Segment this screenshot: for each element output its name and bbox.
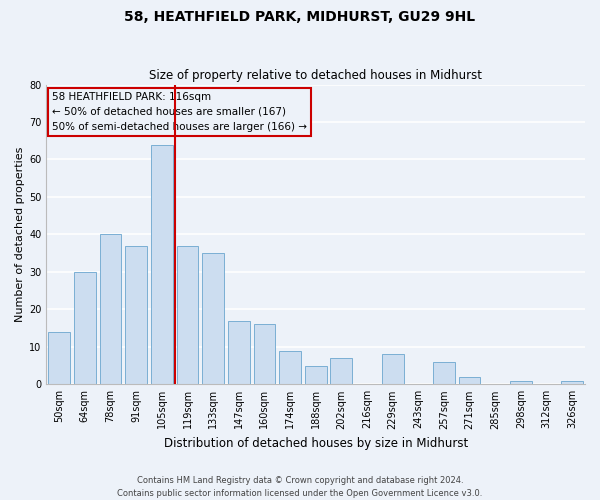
Bar [458, 377, 481, 384]
Bar [74, 272, 96, 384]
Title: Size of property relative to detached houses in Midhurst: Size of property relative to detached ho… [149, 69, 482, 82]
Text: 58, HEATHFIELD PARK, MIDHURST, GU29 9HL: 58, HEATHFIELD PARK, MIDHURST, GU29 9HL [124, 10, 476, 24]
Bar [176, 246, 199, 384]
Bar [151, 144, 173, 384]
Bar [279, 350, 301, 384]
Bar [561, 380, 583, 384]
Bar [382, 354, 404, 384]
Y-axis label: Number of detached properties: Number of detached properties [15, 146, 25, 322]
Text: 58 HEATHFIELD PARK: 116sqm
← 50% of detached houses are smaller (167)
50% of sem: 58 HEATHFIELD PARK: 116sqm ← 50% of deta… [52, 92, 307, 132]
Bar [49, 332, 70, 384]
Bar [510, 380, 532, 384]
Bar [331, 358, 352, 384]
Bar [100, 234, 121, 384]
Bar [228, 320, 250, 384]
X-axis label: Distribution of detached houses by size in Midhurst: Distribution of detached houses by size … [164, 437, 468, 450]
Bar [433, 362, 455, 384]
Bar [305, 366, 326, 384]
Text: Contains HM Land Registry data © Crown copyright and database right 2024.
Contai: Contains HM Land Registry data © Crown c… [118, 476, 482, 498]
Bar [125, 246, 147, 384]
Bar [202, 253, 224, 384]
Bar [254, 324, 275, 384]
